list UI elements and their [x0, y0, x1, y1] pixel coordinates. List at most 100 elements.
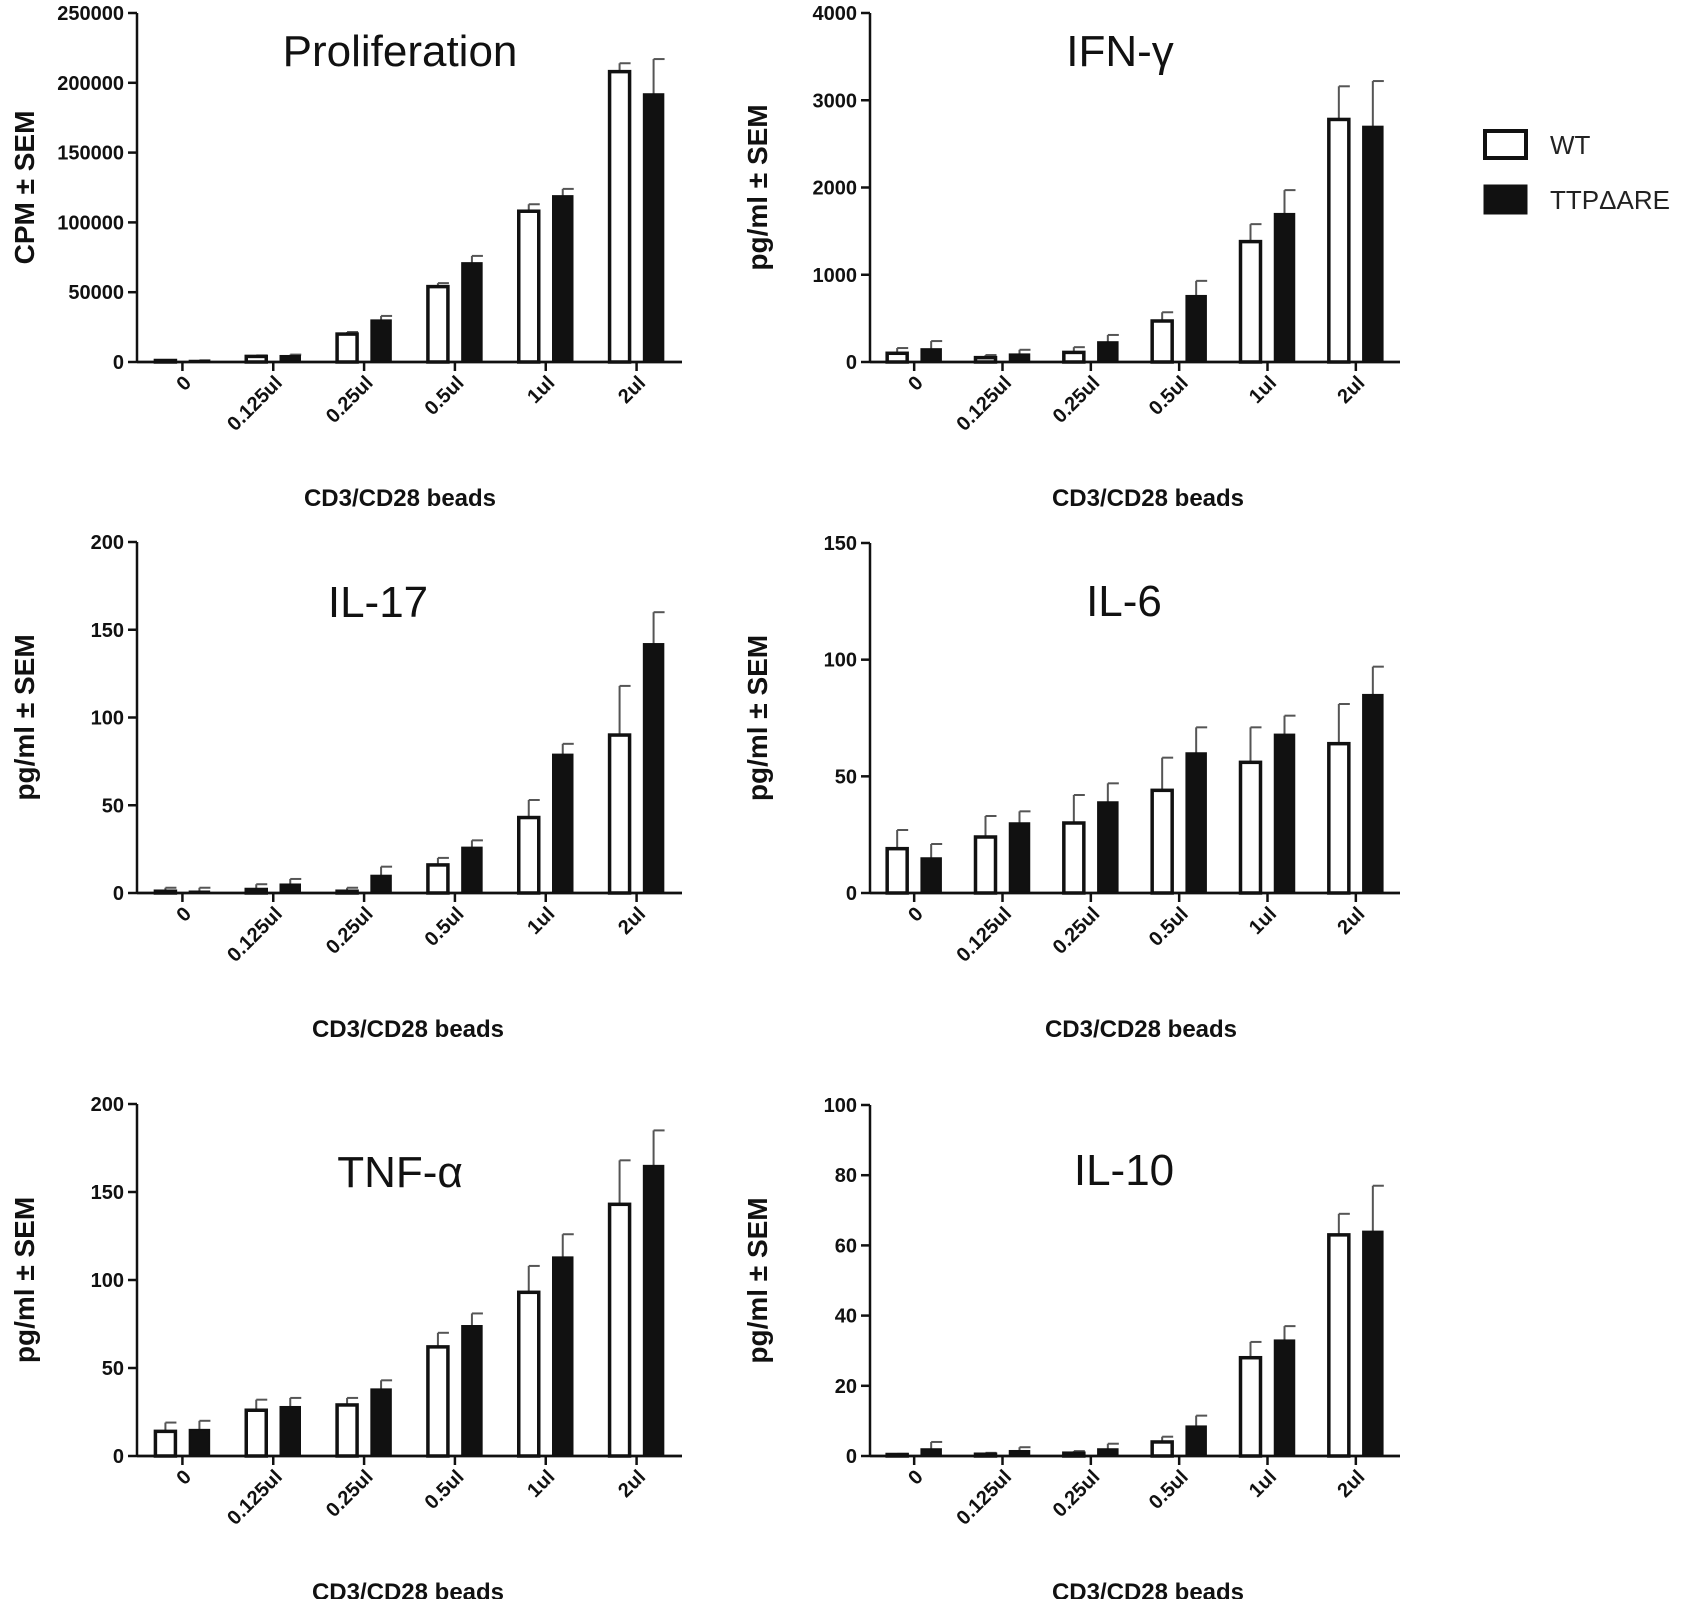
bar-il-17-ttp-are-0-125ul	[279, 883, 301, 894]
bar-ifn-wt-0-25ul	[1062, 350, 1086, 364]
bar-il-6-ttp-are-0-125ul	[1008, 822, 1031, 894]
bar-proliferation-wt-1ul	[517, 209, 541, 364]
bar-ifn-ttp-are-0-25ul	[1097, 341, 1119, 363]
bar-il-10-ttp-are-0-5ul	[1185, 1425, 1207, 1457]
bar-il-17-ttp-are-0-5ul	[461, 846, 483, 894]
bar-proliferation-ttp-are-2ul	[642, 93, 665, 363]
bar-proliferation-ttp-are-0-25ul	[370, 319, 392, 363]
x-tick-label: 0.125ul	[223, 1466, 287, 1530]
x-axis-label: CD3/CD28 beads	[1045, 1016, 1237, 1043]
x-axis-label: CD3/CD28 beads	[312, 1016, 504, 1043]
bar-tnf-ttp-are-0-25ul	[370, 1388, 392, 1457]
bar-ifn-wt-0-5ul	[1150, 319, 1174, 364]
legend-label-wt: WT	[1550, 130, 1591, 160]
bar-il-6-ttp-are-2ul	[1362, 693, 1384, 894]
bar-ifn-ttp-are-0	[920, 348, 942, 363]
x-tick-label: 2ul	[1333, 1466, 1369, 1502]
bar-il-10-ttp-are-2ul	[1362, 1230, 1384, 1457]
x-tick-label: 0.5ul	[421, 372, 469, 420]
chart-title: IL-17	[328, 578, 428, 627]
y-tick-label: 200	[91, 1094, 124, 1116]
bar-tnf-wt-0-5ul	[426, 1345, 450, 1458]
x-axis-label: CD3/CD28 beads	[1052, 485, 1244, 512]
chart-panel-il-10: 0 20 40 60 80 100 0 0.125ul 0.25ul 0.5ul 1ul 2ul IL-…	[742, 1095, 1400, 1599]
bar-il-17-wt-0-5ul	[426, 863, 450, 895]
y-tick-label: 0	[846, 883, 857, 905]
bar-il-17-ttp-are-1ul	[552, 753, 574, 894]
y-tick-label: 3000	[813, 90, 858, 112]
bar-tnf-wt-1ul	[517, 1290, 541, 1458]
bar-proliferation-wt-0-25ul	[335, 332, 359, 364]
y-tick-label: 200	[91, 532, 124, 554]
bar-il-10-ttp-are-1ul	[1273, 1339, 1296, 1457]
y-tick-label: 50	[102, 795, 124, 817]
y-axis-label: pg/ml ± SEM	[742, 635, 773, 801]
bar-il-6-wt-0-5ul	[1150, 788, 1174, 895]
y-tick-label: 100	[91, 1270, 124, 1292]
bar-il-6-wt-0-125ul	[973, 835, 998, 895]
x-tick-label: 0	[173, 1466, 196, 1489]
bar-tnf-ttp-are-0-5ul	[461, 1325, 483, 1457]
x-tick-label: 0.25ul	[322, 372, 378, 428]
bar-il-6-wt-1ul	[1238, 760, 1263, 895]
x-tick-label: 0.5ul	[1145, 903, 1193, 951]
y-tick-label: 20	[835, 1376, 857, 1398]
chart-title: Proliferation	[283, 27, 518, 76]
y-tick-label: 150	[91, 620, 124, 642]
x-tick-label: 0.5ul	[421, 1466, 469, 1514]
bar-tnf-wt-0-25ul	[335, 1403, 359, 1458]
x-tick-label: 2ul	[614, 372, 650, 408]
x-tick-label: 0.5ul	[421, 903, 469, 951]
bar-ifn-wt-0	[885, 351, 909, 364]
y-tick-label: 0	[113, 352, 124, 374]
legend-swatch-wt	[1483, 129, 1528, 160]
bar-il-6-wt-2ul	[1327, 741, 1351, 895]
x-tick-label: 1ul	[523, 903, 559, 939]
bar-il-6-wt-0-25ul	[1062, 821, 1086, 895]
bar-il-6-ttp-are-0-25ul	[1097, 801, 1119, 894]
bar-il-6-ttp-are-1ul	[1273, 733, 1296, 894]
x-tick-label: 0.25ul	[1049, 372, 1105, 428]
y-axis-label: pg/ml ± SEM	[9, 634, 40, 800]
chart-title: IL-6	[1086, 577, 1162, 626]
x-tick-label: 1ul	[1245, 1466, 1281, 1502]
bar-il-6-ttp-are-0-5ul	[1185, 752, 1207, 894]
x-tick-label: 0.25ul	[1049, 903, 1105, 959]
x-tick-label: 0.5ul	[1145, 372, 1193, 420]
y-tick-label: 50000	[68, 282, 124, 304]
bar-il-6-wt-0	[885, 846, 909, 895]
chart-panel-ifn: 0 1000 2000 3000 4000 0 0.125ul 0.25ul 0.5ul 1ul 2…	[742, 3, 1400, 512]
bar-tnf-wt-0-125ul	[244, 1408, 268, 1458]
x-tick-label: 0	[173, 903, 196, 926]
x-tick-label: 0.125ul	[953, 1466, 1017, 1530]
y-tick-label: 80	[835, 1165, 857, 1187]
chart-panel-tnf: 0 50 100 150 200 0 0.125ul 0.25ul 0.5ul 1ul 2ul TNF…	[9, 1094, 682, 1599]
bar-ifn-wt-2ul	[1327, 117, 1351, 364]
bar-tnf-wt-0	[153, 1429, 178, 1458]
bar-il-17-ttp-are-2ul	[642, 643, 665, 894]
bar-il-6-ttp-are-0	[920, 857, 942, 894]
x-axis-label: CD3/CD28 beads	[312, 1579, 504, 1599]
x-tick-label: 2ul	[1333, 903, 1369, 939]
y-tick-label: 0	[846, 1446, 857, 1468]
y-tick-label: 4000	[813, 3, 858, 25]
legend-label-ttpdare: TTPΔARE	[1550, 185, 1670, 215]
chart-panel-il-17: 0 50 100 150 200 0 0.125ul 0.25ul 0.5ul 1ul 2ul IL-…	[9, 532, 682, 1043]
chart-title: IFN-γ	[1066, 27, 1174, 76]
x-tick-label: 1ul	[523, 372, 559, 408]
y-tick-label: 100	[824, 650, 857, 672]
x-tick-label: 1ul	[523, 1466, 559, 1502]
bar-il-10-wt-2ul	[1327, 1233, 1351, 1458]
y-tick-label: 0	[113, 1446, 124, 1468]
bar-tnf-ttp-are-2ul	[642, 1164, 665, 1457]
y-tick-label: 40	[835, 1306, 857, 1328]
x-axis-label: CD3/CD28 beads	[1052, 1579, 1244, 1599]
y-tick-label: 60	[835, 1235, 857, 1257]
bar-proliferation-ttp-are-0-5ul	[461, 262, 483, 363]
x-tick-label: 0.25ul	[322, 903, 378, 959]
y-tick-label: 100	[91, 708, 124, 730]
bar-ifn-wt-1ul	[1238, 239, 1263, 364]
bar-tnf-ttp-are-0	[188, 1428, 211, 1457]
bar-ifn-ttp-are-2ul	[1362, 125, 1384, 363]
